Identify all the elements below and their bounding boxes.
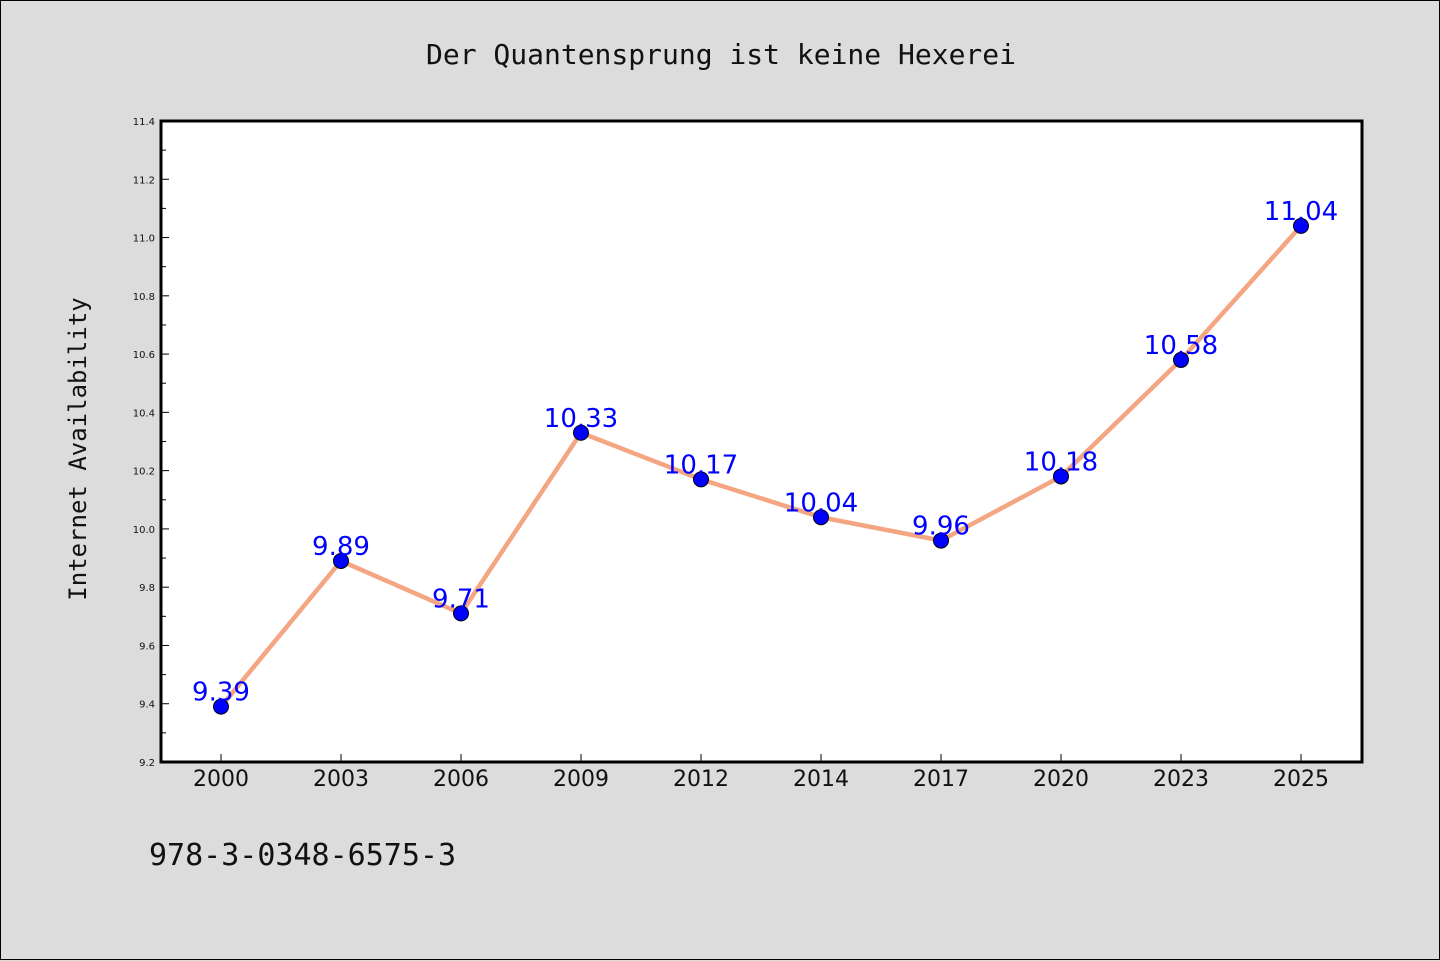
data-point — [453, 605, 469, 622]
y-tick-label: 10.8 — [133, 292, 155, 303]
y-tick-label: 9.8 — [139, 583, 155, 594]
data-point — [1173, 351, 1189, 368]
plot-border — [159, 119, 1364, 764]
x-tick-label: 2017 — [913, 767, 969, 792]
isbn-text: 978-3-0348-6575-3 — [149, 838, 456, 873]
data-point — [693, 471, 709, 488]
x-axis-ticks: 2000 2003 2006 2009 2012 2014 2017 2020 2023 2025 — [193, 754, 1329, 792]
y-tick-label: 9.6 — [139, 641, 155, 652]
data-label: 10.33 — [544, 404, 618, 434]
x-tick-label: 2025 — [1273, 767, 1329, 792]
data-point — [1293, 217, 1309, 234]
data-label: 9.96 — [912, 512, 970, 542]
data-point — [573, 424, 589, 441]
x-tick-label: 2000 — [193, 767, 249, 792]
chart-title: Der Quantensprung ist keine Hexerei — [426, 38, 1016, 71]
data-label: 10.17 — [664, 450, 738, 480]
series-line — [219, 224, 1303, 709]
y-tick-label: 11.0 — [133, 234, 155, 245]
plot-area — [161, 121, 1362, 762]
y-tick-label: 10.2 — [133, 467, 155, 478]
data-point — [1053, 468, 1069, 485]
x-tick-label: 2003 — [313, 767, 369, 792]
data-labels-group: 9.39 9.89 9.71 10.33 10.17 10.04 9.96 10.18 10.5… — [192, 197, 1338, 708]
data-label: 10.58 — [1144, 331, 1218, 361]
data-point — [813, 509, 829, 526]
y-tick-label: 10.4 — [133, 408, 155, 419]
data-label: 9.71 — [432, 584, 490, 614]
x-tick-label: 2012 — [673, 767, 729, 792]
y-tick-label: 10.0 — [133, 525, 155, 536]
y-tick-label: 11.4 — [133, 117, 155, 128]
data-point — [933, 532, 949, 549]
data-label: 9.89 — [312, 532, 370, 562]
data-label: 10.04 — [784, 488, 858, 518]
data-point — [333, 552, 349, 569]
y-tick-label: 10.6 — [133, 350, 155, 361]
data-label: 11.04 — [1264, 197, 1338, 227]
data-label: 9.39 — [192, 678, 250, 708]
y-axis-ticks: 9.2 9.4 9.6 9.8 10.0 10.2 10.4 10.6 10.8 11.0 11.2… — [133, 117, 169, 769]
x-tick-label: 2006 — [433, 767, 489, 792]
y-tick-label: 9.4 — [139, 700, 155, 711]
y-axis-label: Internet Availability — [64, 297, 92, 600]
x-tick-label: 2014 — [793, 767, 849, 792]
x-tick-label: 2023 — [1153, 767, 1209, 792]
x-tick-label: 2009 — [553, 767, 609, 792]
series-group — [213, 217, 1309, 715]
y-tick-label: 9.2 — [139, 758, 155, 769]
data-label: 10.18 — [1024, 447, 1098, 477]
y-tick-label: 11.2 — [133, 175, 155, 186]
data-point — [213, 698, 229, 715]
x-tick-label: 2020 — [1033, 767, 1089, 792]
